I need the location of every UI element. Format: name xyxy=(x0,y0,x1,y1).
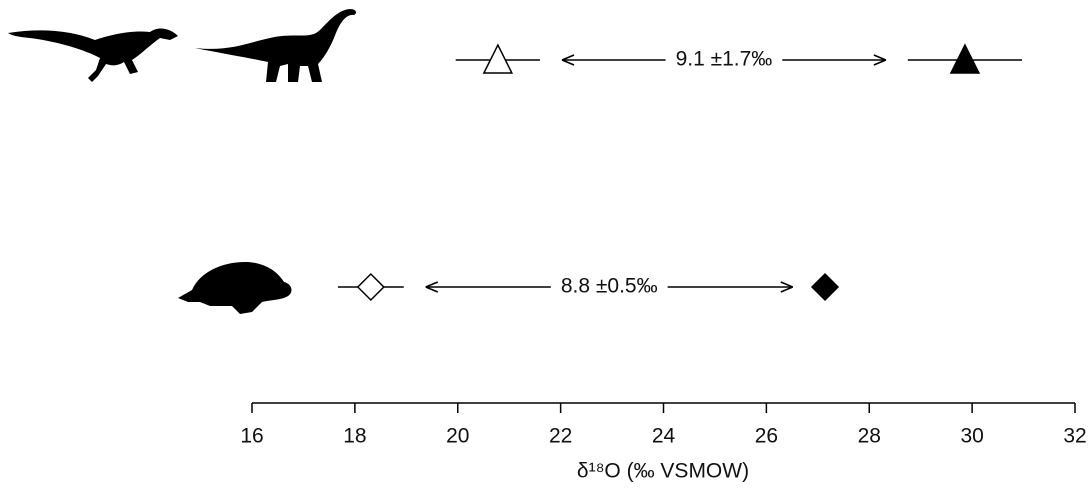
x-tick-label: 28 xyxy=(858,425,881,448)
x-tick-label: 24 xyxy=(652,425,676,448)
difference-label: 9.1 ±1.7‰ xyxy=(676,48,773,71)
x-tick-label: 22 xyxy=(549,425,572,448)
x-tick-label: 16 xyxy=(240,425,263,448)
difference-label: 8.8 ±0.5‰ xyxy=(561,275,658,298)
triangle-marker xyxy=(484,45,512,73)
sauropod-silhouette xyxy=(195,9,356,82)
chart: δ¹⁸O (‰ VSMOW) 16 18 20 22 24 26 28 30 32 9.1 ±1.… xyxy=(0,0,1091,494)
raptor-silhouette xyxy=(8,29,178,82)
x-tick-label: 20 xyxy=(446,425,469,448)
x-tick-label: 18 xyxy=(343,425,366,448)
diamond-marker xyxy=(358,274,384,300)
turtle-silhouette xyxy=(178,262,291,314)
diamond-marker xyxy=(812,274,838,300)
x-tick-label: 30 xyxy=(960,425,983,448)
triangle-marker xyxy=(951,45,979,73)
x-tick-label: 26 xyxy=(755,425,778,448)
x-axis-label: δ¹⁸O (‰ VSMOW) xyxy=(577,460,749,483)
x-tick-label: 32 xyxy=(1063,425,1086,448)
